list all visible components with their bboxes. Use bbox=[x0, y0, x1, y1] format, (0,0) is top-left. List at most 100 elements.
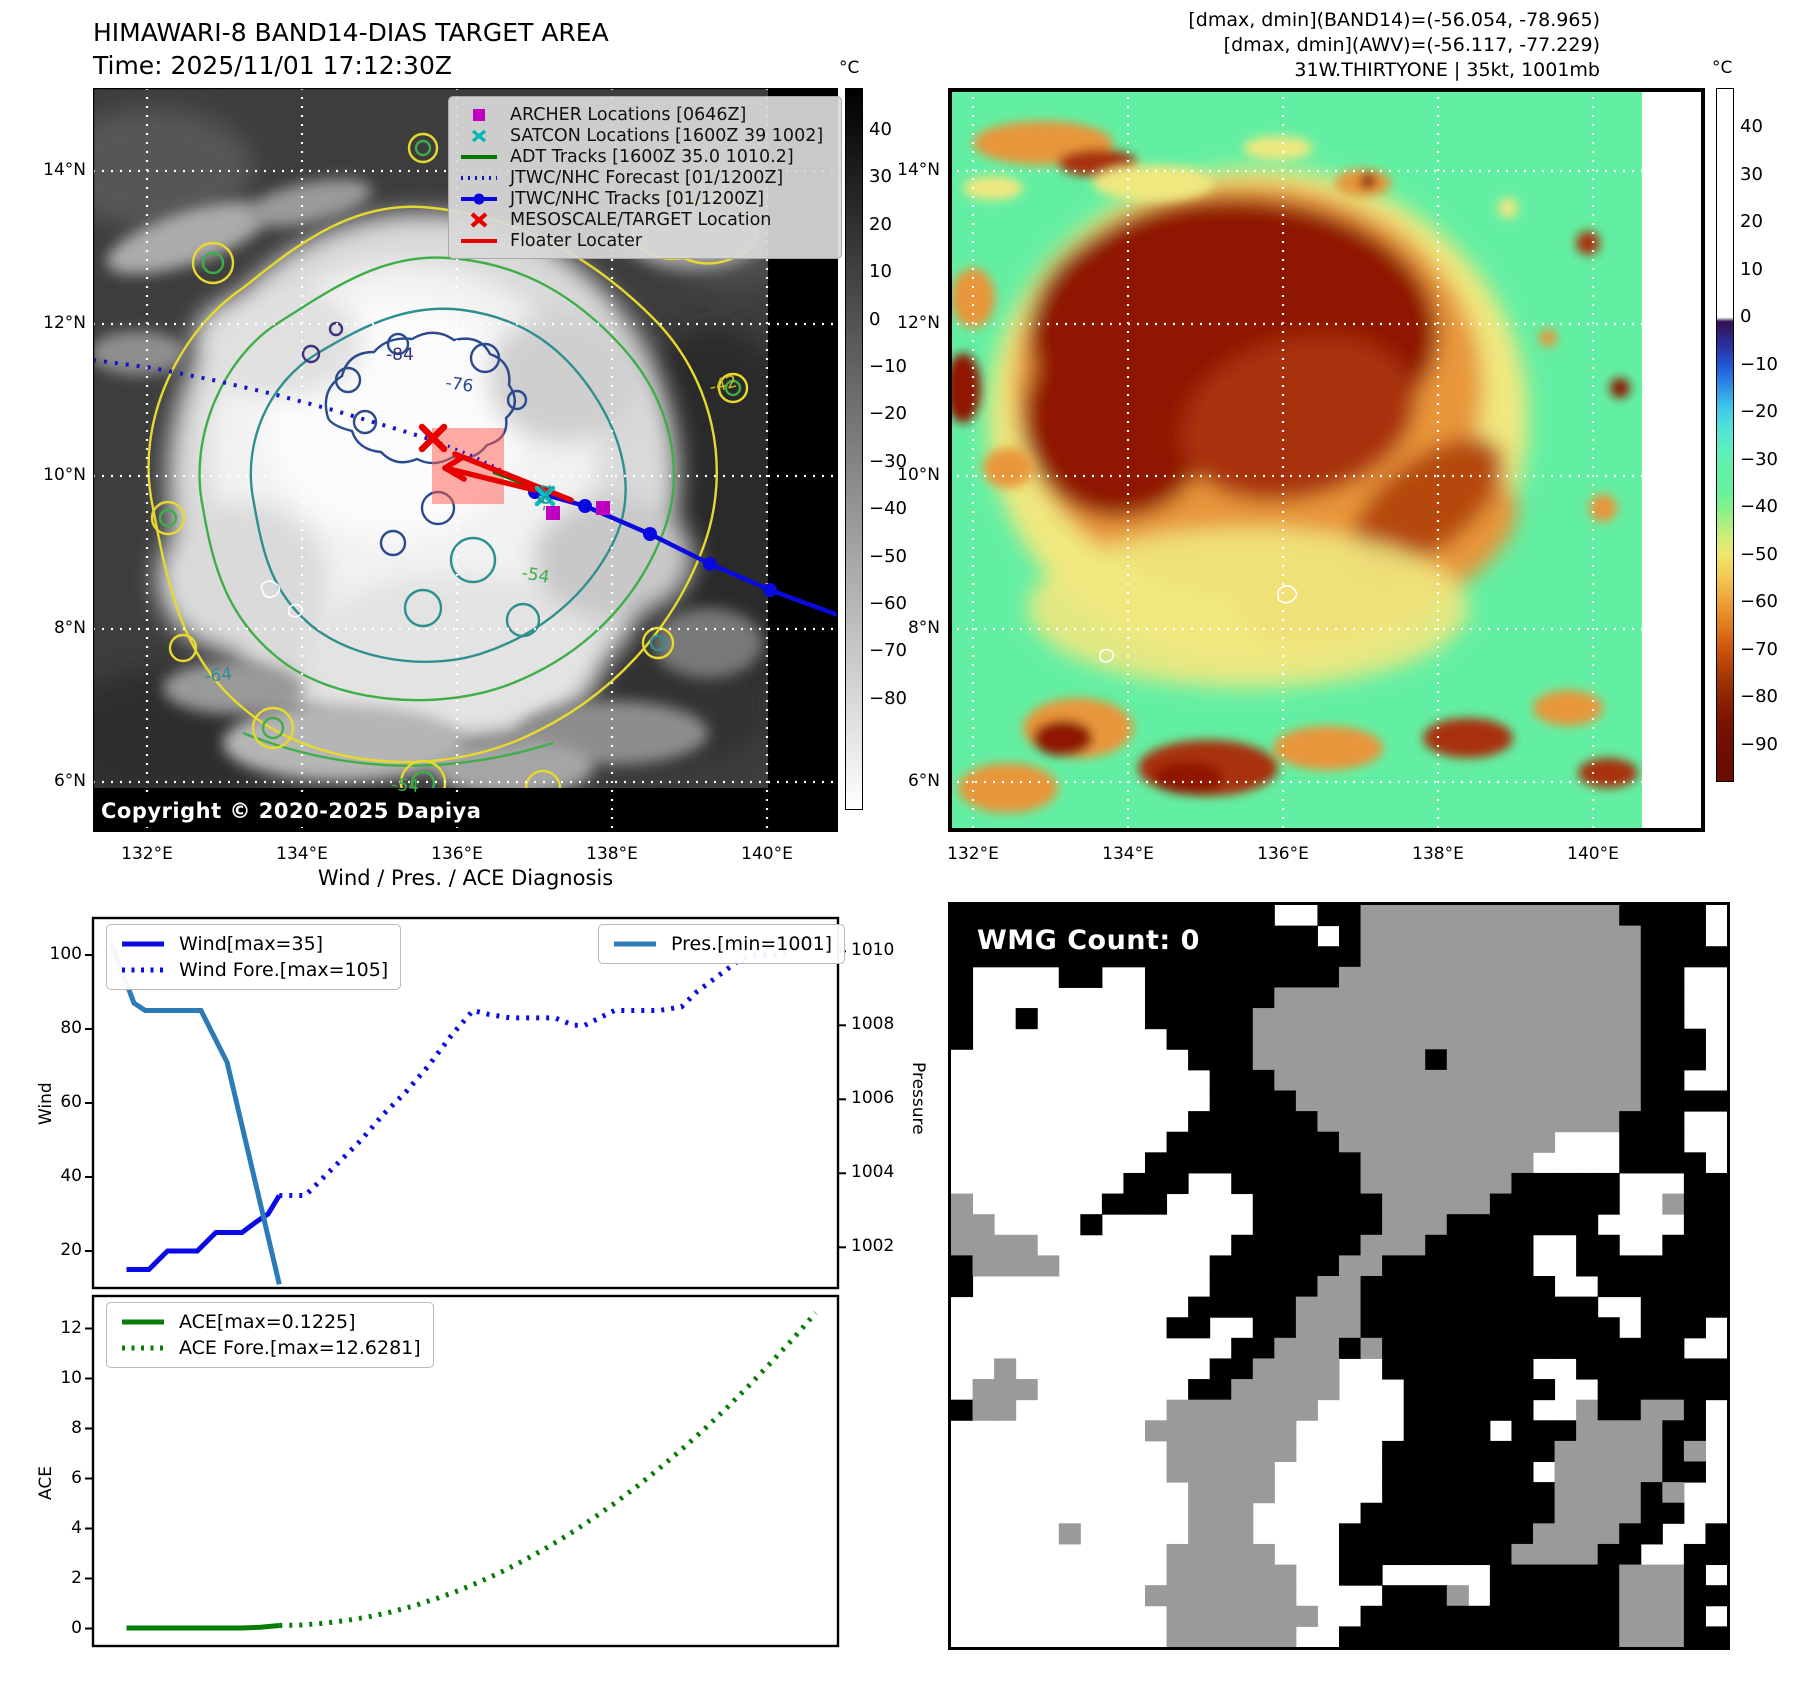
map2-lat-tick: 10°N bbox=[897, 465, 940, 485]
pressure-tick: 1006 bbox=[851, 1088, 895, 1109]
map1-legend-item: SATCON Locations [1600Z 39 1002] bbox=[457, 125, 829, 146]
awv-colorbar-tick: −90 bbox=[1740, 733, 1778, 755]
awv-colorbar-tick: 30 bbox=[1740, 163, 1763, 185]
awv-colorbar-tick: −40 bbox=[1740, 496, 1778, 517]
map1-legend-label: JTWC/NHC Forecast [01/1200Z] bbox=[510, 167, 784, 188]
band14-colorbar-tick: −20 bbox=[869, 403, 907, 425]
pressure-axis-label: Pressure bbox=[908, 1062, 928, 1135]
map2-nodata-strip bbox=[1642, 88, 1705, 832]
ace-legend: ACE[max=0.1225] ACE Fore.[max=12.6281] bbox=[106, 1302, 434, 1368]
map2-lon-tick: 138°E bbox=[1412, 844, 1464, 864]
wind-tick: 100 bbox=[49, 944, 82, 964]
dotline-legend-icon bbox=[461, 175, 497, 180]
awv-colorbar-tick: −20 bbox=[1740, 401, 1778, 422]
svg-text:-64: -64 bbox=[203, 664, 233, 687]
map2-annotation-block: [dmax, dmin](BAND14)=(-56.054, -78.965) … bbox=[1000, 8, 1600, 83]
map2-lon-tick: 134°E bbox=[1102, 844, 1154, 864]
pressure-tick: 1008 bbox=[851, 1014, 895, 1035]
svg-text:-84: -84 bbox=[386, 345, 414, 365]
chart-legend-item: ACE Fore.[max=12.6281] bbox=[119, 1335, 421, 1361]
svg-text:-54: -54 bbox=[391, 775, 420, 797]
map2-lat-tick: 14°N bbox=[897, 160, 940, 180]
band14-colorbar-tick: −30 bbox=[869, 450, 907, 472]
wind-tick: 60 bbox=[60, 1092, 82, 1112]
map1-contour-labels: -84-76-64-54-42-64-54 bbox=[203, 345, 739, 797]
band14-colorbar-tick: −80 bbox=[869, 687, 907, 709]
series-ace-max- bbox=[126, 1623, 280, 1631]
ace-tick: 0 bbox=[71, 1617, 82, 1638]
jtwc-forecast-track bbox=[93, 358, 434, 442]
wind-legend: Wind[max=35] Wind Fore.[max=105] bbox=[106, 924, 402, 990]
line-legend-icon bbox=[461, 238, 497, 243]
ace-tick: 2 bbox=[71, 1567, 82, 1588]
map1-lon-tick: 134°E bbox=[276, 844, 328, 864]
awv-colorbar-tick: 40 bbox=[1740, 116, 1763, 137]
square-legend-icon bbox=[473, 108, 485, 121]
copyright-watermark: Copyright © 2020-2025 Dapiya bbox=[97, 797, 490, 827]
wind-tick: 40 bbox=[60, 1166, 82, 1186]
map2-main-storm bbox=[988, 168, 1528, 688]
map1-contours bbox=[147, 132, 758, 807]
ace-tick: 12 bbox=[60, 1317, 82, 1338]
series-wind-max- bbox=[126, 1194, 282, 1272]
map1-title-block: HIMAWARI-8 BAND14-DIAS TARGET AREA Time:… bbox=[93, 16, 609, 82]
awv-satellite-map bbox=[948, 88, 1705, 832]
map1-lon-tick: 132°E bbox=[121, 844, 173, 864]
awv-colorbar-tick: 20 bbox=[1740, 211, 1763, 232]
wmg-grid bbox=[951, 905, 1728, 1648]
ace-tick: 4 bbox=[71, 1517, 82, 1538]
band14-colorbar-tick: −60 bbox=[869, 593, 907, 614]
map1-legend-label: Floater Locater bbox=[510, 230, 643, 251]
x-legend-icon bbox=[471, 129, 487, 142]
map1-frame bbox=[93, 88, 838, 832]
chart-legend-item: ACE[max=0.1225] bbox=[119, 1309, 421, 1335]
awv-colorbar-tick: −60 bbox=[1740, 591, 1778, 612]
anno-band14: [dmax, dmin](BAND14)=(-56.054, -78.965) bbox=[1188, 9, 1600, 31]
anno-awv: [dmax, dmin](AWV)=(-56.117, -77.229) bbox=[1223, 34, 1600, 56]
awv-colorbar-tick: −50 bbox=[1740, 543, 1778, 565]
map1-legend-label: MESOSCALE/TARGET Location bbox=[510, 209, 772, 230]
wind-tick: 20 bbox=[60, 1240, 82, 1260]
map1-lon-tick: 140°E bbox=[741, 844, 793, 864]
awv-colorbar-tick: −70 bbox=[1740, 638, 1778, 660]
map1-legend-item: JTWC/NHC Tracks [01/1200Z] bbox=[457, 188, 829, 209]
band14-colorbar-tick: −70 bbox=[869, 640, 907, 662]
chart-legend-label: ACE[max=0.1225] bbox=[179, 1311, 356, 1333]
pressure-tick: 1010 bbox=[851, 940, 895, 961]
band14-colorbar bbox=[845, 88, 863, 810]
map1-legend-label: ADT Tracks [1600Z 35.0 1010.2] bbox=[510, 146, 794, 167]
wmg-count-title: WMG Count: 0 bbox=[977, 925, 1200, 956]
map2-lon-tick: 132°E bbox=[947, 844, 999, 864]
awv-colorbar bbox=[1716, 88, 1734, 782]
chart-legend-item: Pres.[min=1001] bbox=[611, 931, 832, 957]
pressure-tick: 1004 bbox=[851, 1162, 895, 1183]
chart-legend-label: ACE Fore.[max=12.6281] bbox=[179, 1337, 421, 1359]
map1-lon-tick: 136°E bbox=[431, 844, 483, 864]
chart-legend-label: Pres.[min=1001] bbox=[671, 933, 833, 955]
awv-colorbar-unit: °C bbox=[1712, 58, 1733, 78]
map1-legend-item: Floater Locater bbox=[457, 230, 829, 251]
map1-title: HIMAWARI-8 BAND14-DIAS TARGET AREA bbox=[93, 18, 609, 47]
archer-markers bbox=[546, 501, 610, 520]
map1-legend-item: ADT Tracks [1600Z 35.0 1010.2] bbox=[457, 146, 829, 167]
charts-title: Wind / Pres. / ACE Diagnosis bbox=[317, 866, 614, 890]
awv-colorbar-tick: 0 bbox=[1740, 306, 1752, 327]
solid-line-icon bbox=[122, 1319, 164, 1325]
map1-lat-tick: 8°N bbox=[53, 618, 86, 638]
solid-line-icon bbox=[614, 941, 656, 947]
chart-legend-label: Wind Fore.[max=105] bbox=[179, 959, 389, 981]
dotted-line-icon bbox=[122, 967, 164, 973]
map2-lat-tick: 12°N bbox=[897, 313, 940, 333]
dotted-line-icon bbox=[122, 1345, 164, 1351]
awv-colorbar-tick: −10 bbox=[1740, 353, 1778, 375]
map1-legend-label: SATCON Locations [1600Z 39 1002] bbox=[510, 125, 824, 146]
band14-colorbar-tick: 10 bbox=[869, 261, 892, 283]
satcon-x-marker bbox=[534, 485, 556, 507]
series-pres-min- bbox=[109, 943, 282, 1285]
band14-colorbar-tick: −10 bbox=[869, 356, 907, 377]
svg-text:-76: -76 bbox=[444, 373, 474, 397]
band14-colorbar-tick: −50 bbox=[869, 545, 907, 567]
chart-legend-item: Wind[max=35] bbox=[119, 931, 388, 957]
ace-tick: 6 bbox=[71, 1467, 82, 1488]
